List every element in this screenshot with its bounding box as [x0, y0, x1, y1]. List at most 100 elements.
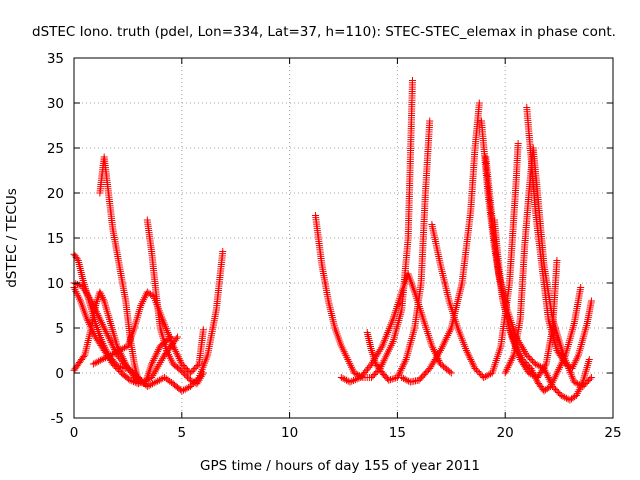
- data-point: [555, 365, 563, 373]
- data-point: [481, 373, 489, 381]
- data-point: [426, 117, 434, 125]
- data-point: [431, 356, 439, 363]
- data-point: [80, 284, 88, 292]
- data-point: [84, 317, 92, 325]
- y-tick-label: -5: [51, 411, 64, 427]
- data-point: [400, 359, 408, 367]
- y-tick-label: 0: [55, 366, 64, 382]
- data-point: [387, 376, 395, 384]
- data-point: [408, 77, 416, 84]
- data-point: [186, 383, 194, 390]
- data-point: [553, 387, 561, 395]
- data-point: [376, 346, 384, 354]
- data-point: [104, 333, 112, 341]
- data-point: [561, 393, 569, 401]
- data-point: [371, 355, 379, 363]
- data-point: [586, 375, 594, 383]
- data-point: [570, 378, 578, 386]
- data-point: [181, 370, 189, 378]
- data-point: [368, 374, 376, 381]
- data-point: [537, 363, 545, 371]
- data-point: [501, 369, 509, 377]
- data-point: [153, 349, 161, 357]
- data-point: [93, 298, 101, 306]
- data-point: [428, 342, 436, 350]
- data-point: [533, 361, 541, 369]
- chart-title: dSTEC Iono. truth (pdel, Lon=334, Lat=37…: [32, 24, 616, 40]
- data-point: [191, 365, 199, 372]
- data-point: [81, 286, 89, 294]
- data-point: [480, 374, 488, 381]
- data-point: [339, 374, 347, 382]
- data-point: [148, 358, 156, 366]
- data-point: [197, 373, 205, 381]
- data-point: [559, 392, 567, 400]
- data-point: [394, 372, 402, 380]
- data-point: [427, 363, 435, 371]
- data-point: [587, 374, 595, 381]
- y-tick-label: 5: [55, 321, 64, 337]
- data-point: [369, 372, 377, 380]
- data-point: [524, 353, 532, 360]
- data-point: [145, 382, 153, 390]
- axis-ticks: [73, 57, 614, 419]
- data-point: [469, 361, 477, 369]
- data-point: [105, 335, 113, 343]
- data-point: [85, 319, 93, 327]
- data-point: [543, 370, 551, 378]
- data-point: [472, 366, 480, 374]
- y-tick-label: 10: [47, 276, 64, 292]
- data-point: [178, 360, 186, 368]
- data-point: [503, 365, 511, 373]
- data-point: [372, 353, 380, 361]
- data-point: [149, 356, 157, 364]
- data-point: [430, 357, 438, 365]
- series-10: [337, 270, 455, 386]
- data-point: [556, 364, 564, 372]
- data-point: [474, 368, 482, 375]
- data-point: [502, 367, 510, 375]
- data-point: [554, 389, 562, 396]
- series-7: [143, 216, 207, 388]
- data-point: [526, 354, 534, 362]
- data-point: [395, 370, 403, 378]
- data-point: [115, 347, 123, 354]
- data-point: [95, 313, 103, 321]
- data-point: [346, 378, 354, 386]
- data-point: [108, 350, 116, 358]
- data-point: [171, 346, 179, 354]
- data-point: [80, 353, 88, 360]
- data-point: [96, 356, 104, 364]
- data-point: [350, 377, 358, 384]
- data-point: [79, 283, 87, 291]
- data-point: [351, 376, 359, 384]
- data-point: [120, 356, 128, 364]
- y-tick-labels: -5 0 5 10 15 20 25 30 35: [47, 51, 64, 427]
- data-point: [112, 363, 120, 371]
- x-tick-label: 10: [281, 425, 298, 441]
- data-point: [399, 361, 407, 369]
- data-point: [113, 365, 121, 372]
- data-point: [462, 347, 470, 354]
- data-point: [464, 350, 472, 358]
- data-point: [397, 366, 405, 374]
- data-point: [181, 385, 189, 393]
- data-point: [426, 365, 434, 372]
- data-point: [193, 380, 201, 388]
- data-point: [178, 367, 186, 375]
- data-point: [579, 383, 587, 390]
- data-point: [93, 358, 101, 366]
- data-point: [175, 355, 183, 363]
- data-point: [506, 358, 514, 366]
- data-point: [398, 365, 406, 372]
- data-point: [523, 351, 531, 359]
- data-point: [521, 359, 529, 366]
- data-point: [118, 353, 126, 361]
- data-point: [535, 362, 543, 370]
- y-tick-label: 35: [47, 51, 64, 67]
- data-point: [430, 346, 438, 354]
- data-point: [506, 360, 514, 368]
- data-point: [179, 362, 187, 369]
- data-point: [468, 357, 476, 365]
- data-point: [368, 360, 376, 368]
